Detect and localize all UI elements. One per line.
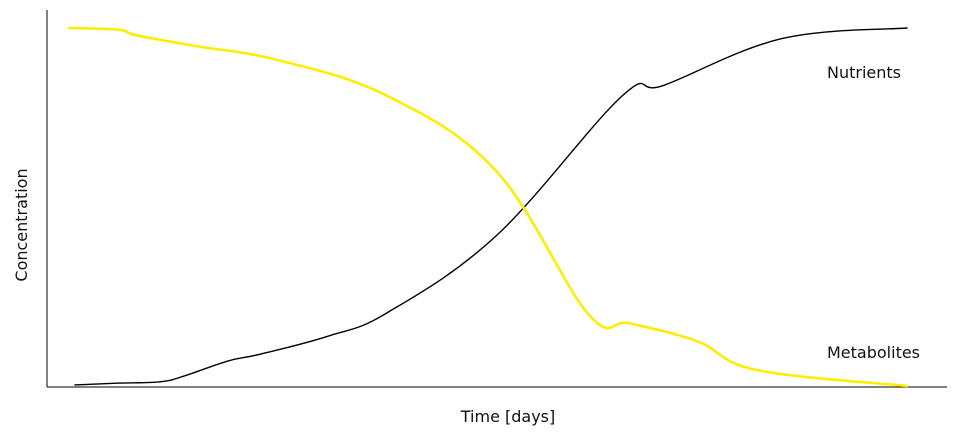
annotation-layer: Nutrients Metabolites bbox=[827, 63, 920, 362]
annotation-metabolites: Metabolites bbox=[827, 343, 920, 362]
x-axis-label: Time [days] bbox=[460, 407, 556, 426]
series-line-metabolites bbox=[67, 26, 909, 388]
y-axis-label: Concentration bbox=[12, 168, 31, 281]
annotation-nutrients: Nutrients bbox=[827, 63, 901, 82]
series-layer bbox=[67, 26, 909, 388]
series-line-nutrients bbox=[74, 27, 908, 386]
